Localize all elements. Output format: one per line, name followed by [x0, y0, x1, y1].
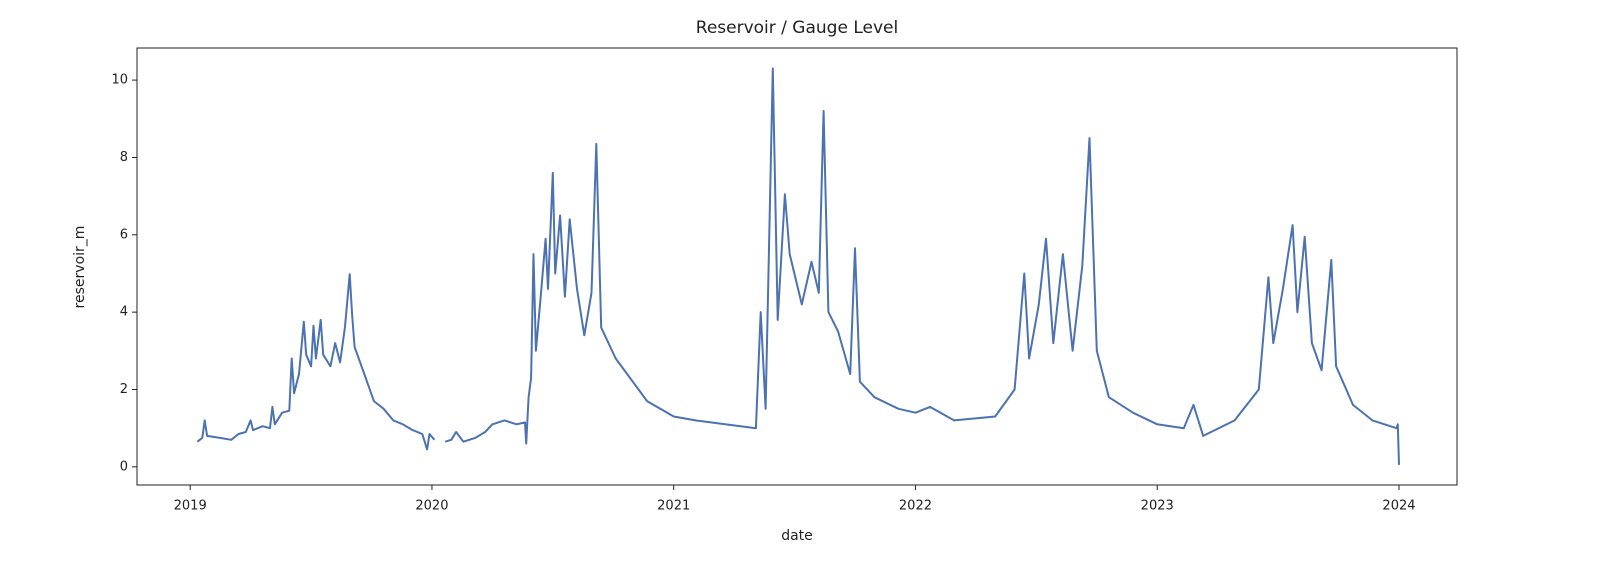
- x-tick-label: 2019: [174, 499, 207, 514]
- plot-frame: [136, 47, 1458, 486]
- x-tick-label: 2024: [1382, 499, 1415, 514]
- y-axis-label: reservoir_m: [72, 226, 88, 309]
- y-tick-label: 6: [120, 227, 128, 242]
- x-tick-label: 2022: [899, 499, 932, 514]
- x-axis-label: date: [781, 528, 813, 544]
- y-tick-label: 0: [120, 459, 128, 474]
- y-tick-label: 10: [111, 73, 128, 88]
- x-tick-label: 2021: [657, 499, 690, 514]
- data-line: [196, 67, 1400, 465]
- chart-title: Reservoir / Gauge Level: [696, 18, 898, 38]
- x-tick-label: 2020: [415, 499, 448, 514]
- x-tick-label: 2023: [1141, 499, 1174, 514]
- y-tick-label: 8: [120, 150, 128, 165]
- y-tick-label: 4: [120, 305, 128, 320]
- y-tick-label: 2: [120, 382, 128, 397]
